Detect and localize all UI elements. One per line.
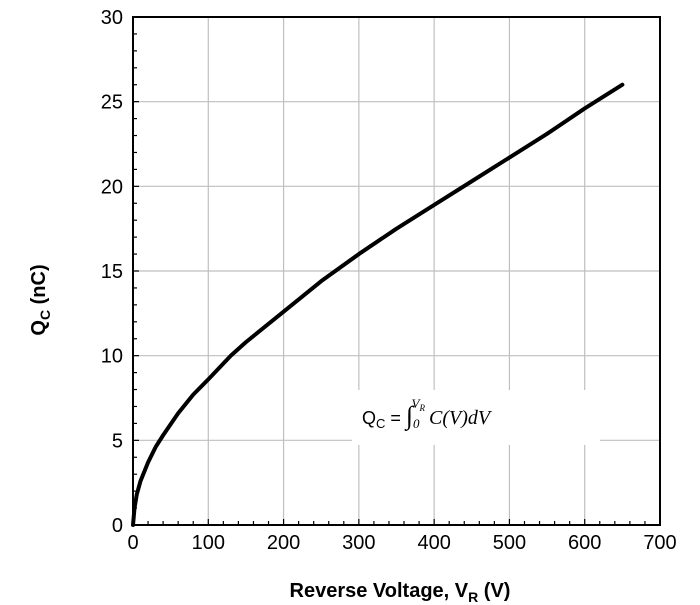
plot-frame [132, 16, 661, 526]
annotation-box [352, 390, 600, 445]
y-tick-label: 5 [112, 430, 123, 452]
y-tick-label: 20 [101, 176, 123, 198]
x-tick-label: 500 [493, 532, 526, 554]
x-tick-label: 0 [127, 532, 138, 554]
x-tick-label: 600 [568, 532, 601, 554]
series-line-qc [131, 82, 625, 527]
x-axis-title: Reverse Voltage, VR (V) [290, 580, 511, 605]
tick-labels: 0 100 200 300 400 500 600 700 0 5 10 15 20 25 30 [101, 7, 677, 554]
y-tick-label: 25 [101, 92, 123, 114]
annotation-formula: QC = ∫0VR C(V)dV [362, 396, 493, 431]
x-tick-label: 100 [192, 532, 225, 554]
x-tick-label: 300 [342, 532, 375, 554]
y-tick-label: 15 [101, 261, 123, 283]
y-axis-title: QC (nC) [28, 264, 53, 335]
y-tick-label: 30 [101, 7, 123, 29]
x-tick-label: 400 [417, 532, 450, 554]
grid [133, 17, 660, 525]
x-tick-label: 200 [267, 532, 300, 554]
x-tick-label: 700 [643, 532, 676, 554]
y-tick-label: 0 [112, 515, 123, 537]
y-tick-label: 10 [101, 346, 123, 368]
